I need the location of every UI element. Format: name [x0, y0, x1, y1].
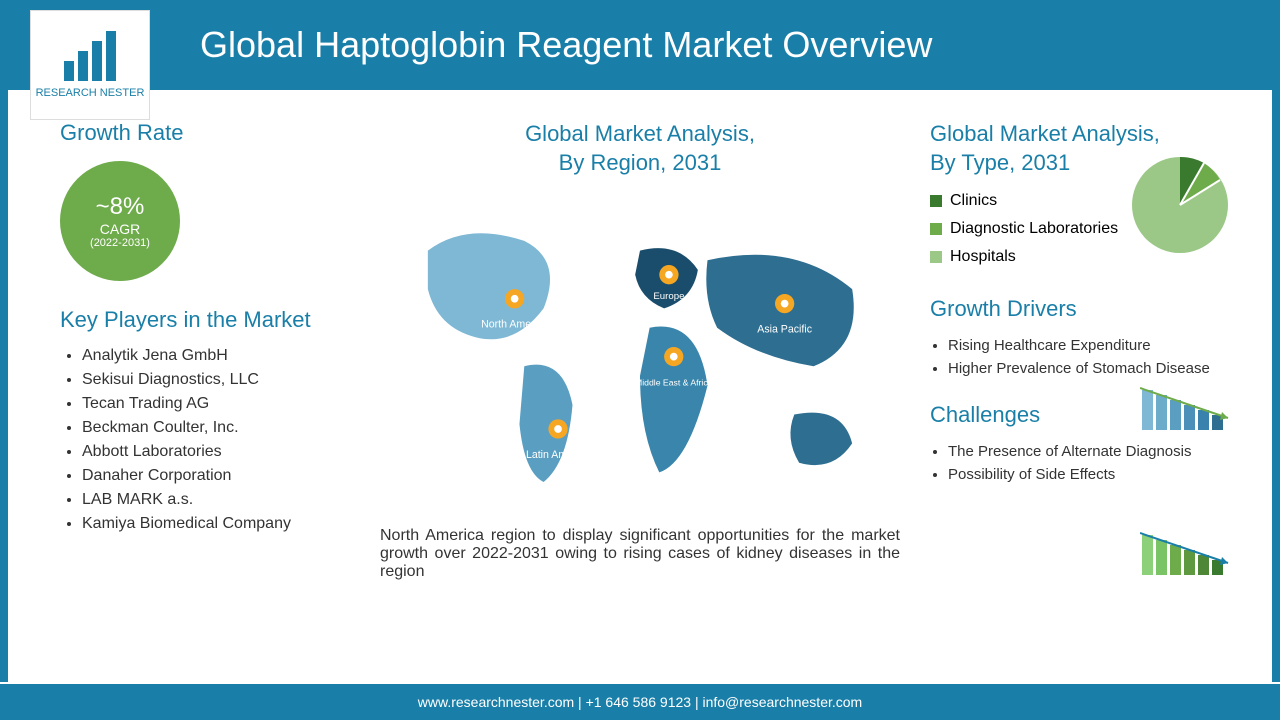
cagr-label: CAGR [100, 221, 140, 237]
player-item: Kamiya Biomedical Company [82, 515, 340, 533]
drivers-title: Growth Drivers [930, 296, 1240, 322]
cagr-value: ~8% [96, 193, 145, 221]
world-map: North America Latin America Europe Middl… [370, 187, 910, 507]
page-title: Global Haptoglobin Reagent Market Overvi… [200, 24, 932, 66]
key-players-list: Analytik Jena GmbH Sekisui Diagnostics, … [60, 347, 340, 533]
svg-text:Asia Pacific: Asia Pacific [757, 324, 812, 336]
content-area: Growth Rate ~8% CAGR (2022-2031) Key Pla… [0, 90, 1280, 680]
logo: RESEARCH NESTER [30, 10, 150, 120]
challenges-mini-chart [1140, 525, 1230, 580]
svg-text:Middle East & Africa: Middle East & Africa [635, 378, 713, 388]
player-item: LAB MARK a.s. [82, 491, 340, 509]
middle-column: Global Market Analysis, By Region, 2031 … [360, 120, 920, 680]
driver-item: Higher Prevalence of Stomach Disease [948, 360, 1240, 377]
right-border [1272, 90, 1280, 682]
map-title: Global Market Analysis, By Region, 2031 [370, 120, 910, 177]
legend-color [930, 223, 942, 235]
left-column: Growth Rate ~8% CAGR (2022-2031) Key Pla… [60, 120, 360, 680]
footer-bar: www.researchnester.com | +1 646 586 9123… [0, 684, 1280, 720]
left-border [0, 90, 8, 682]
driver-item: Rising Healthcare Expenditure [948, 337, 1240, 354]
legend-color [930, 251, 942, 263]
player-item: Sekisui Diagnostics, LLC [82, 371, 340, 389]
cagr-circle: ~8% CAGR (2022-2031) [60, 161, 180, 281]
player-item: Abbott Laboratories [82, 443, 340, 461]
player-item: Tecan Trading AG [82, 395, 340, 413]
svg-text:Europe: Europe [653, 291, 684, 302]
player-item: Beckman Coulter, Inc. [82, 419, 340, 437]
svg-text:North America: North America [481, 319, 548, 331]
challenge-item: Possibility of Side Effects [948, 466, 1240, 483]
type-pie-chart [1130, 155, 1230, 255]
key-players-title: Key Players in the Market [60, 306, 340, 335]
legend-color [930, 195, 942, 207]
map-description: North America region to display signific… [370, 527, 910, 581]
logo-bars [64, 31, 116, 81]
player-item: Danaher Corporation [82, 467, 340, 485]
challenge-item: The Presence of Alternate Diagnosis [948, 443, 1240, 460]
challenges-list: The Presence of Alternate Diagnosis Poss… [930, 443, 1240, 483]
cagr-range: (2022-2031) [90, 237, 150, 249]
drivers-mini-chart [1140, 380, 1230, 435]
logo-text: RESEARCH NESTER [36, 87, 145, 99]
growth-rate-title: Growth Rate [60, 120, 340, 146]
drivers-list: Rising Healthcare Expenditure Higher Pre… [930, 337, 1240, 377]
header-bar: Global Haptoglobin Reagent Market Overvi… [0, 0, 1280, 90]
svg-text:Latin America: Latin America [526, 449, 590, 461]
australia-shape [790, 413, 852, 466]
player-item: Analytik Jena GmbH [82, 347, 340, 365]
footer-text: www.researchnester.com | +1 646 586 9123… [418, 694, 862, 710]
